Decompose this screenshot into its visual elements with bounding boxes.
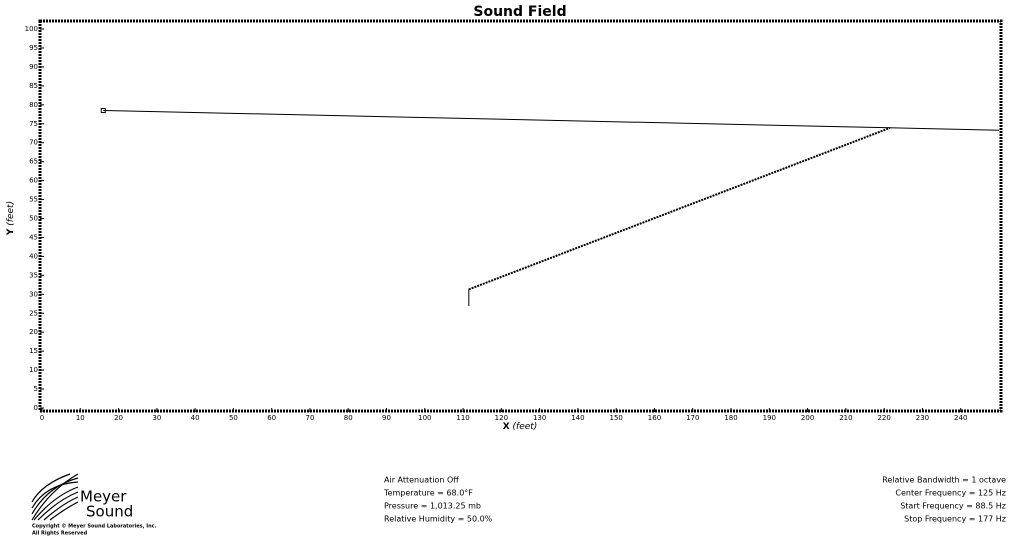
x-tick-label: 240	[954, 414, 967, 422]
y-tick-label: 10	[29, 366, 38, 374]
y-tick-label: 80	[29, 101, 38, 109]
y-tick-label: 45	[29, 233, 38, 241]
y-tick-label: 75	[29, 120, 38, 128]
y-tick-label: 90	[29, 63, 38, 71]
x-tick-label: 130	[533, 414, 546, 422]
x-unit: (feet)	[513, 422, 538, 432]
condition: Relative Humidity = 50.0%	[384, 515, 493, 524]
x-tick-label: 180	[724, 414, 737, 422]
chart-title: Sound Field	[473, 4, 566, 20]
y-tick-label: 70	[29, 139, 38, 147]
frequency: Stop Frequency = 177 Hz	[904, 515, 1006, 524]
x-tick-label: 0	[40, 414, 44, 422]
x-tick-label: 220	[877, 414, 890, 422]
y-tick-label: 40	[29, 252, 38, 260]
condition: Pressure = 1,013.25 mb	[384, 502, 481, 511]
condition: Air Attenuation Off	[384, 476, 459, 485]
x-tick-label: 80	[344, 414, 353, 422]
x-tick-label: 90	[382, 414, 391, 422]
logo	[31, 473, 79, 521]
y-tick-label: 20	[29, 328, 38, 336]
frequency: Relative Bandwidth = 1 octave	[882, 476, 1006, 485]
rights: All Rights Reserved	[32, 531, 88, 537]
x-tick-label: 30	[152, 414, 161, 422]
x-tick-label: 40	[191, 414, 200, 422]
x-tick-label: 160	[648, 414, 661, 422]
x-tick-label: 170	[686, 414, 699, 422]
y-tick-label: 35	[29, 271, 38, 279]
y-axis-label: Y (feet)	[6, 201, 16, 236]
copyright: Copyright © Meyer Sound Laboratories, In…	[32, 524, 157, 530]
y-tick-label: 0	[34, 404, 38, 412]
source-marker	[100, 107, 106, 113]
y-tick-label: 15	[29, 347, 38, 355]
x-tick-label: 230	[916, 414, 929, 422]
y-tick-label: 30	[29, 290, 38, 298]
y-tick-label: 60	[29, 177, 38, 185]
y-tick-label: 95	[29, 44, 38, 52]
y-tick-label: 65	[29, 158, 38, 166]
y-unit: (feet)	[6, 201, 16, 226]
frequency: Center Frequency = 125 Hz	[895, 489, 1006, 498]
x-tick-label: 210	[839, 414, 852, 422]
x-tick-label: 100	[418, 414, 431, 422]
y-tick-label: 5	[34, 385, 38, 393]
x-tick-label: 70	[305, 414, 314, 422]
x-tick-label: 200	[801, 414, 814, 422]
x-tick-label: 110	[456, 414, 469, 422]
x-tick-label: 10	[76, 414, 85, 422]
y-label: Y	[6, 228, 16, 236]
condition: Temperature = 68.0°F	[383, 489, 473, 498]
x-label: X	[503, 422, 510, 432]
y-tick-label: 50	[29, 215, 38, 223]
x-tick-label: 140	[571, 414, 584, 422]
x-tick-label: 20	[114, 414, 123, 422]
logo-line2: Sound	[86, 503, 133, 521]
sound-line	[103, 109, 1000, 131]
x-tick-label: 190	[763, 414, 776, 422]
x-tick-label: 60	[267, 414, 276, 422]
y-tick-label: 85	[29, 82, 38, 90]
x-axis-label: X (feet)	[503, 422, 538, 432]
y-tick-label: 25	[29, 309, 38, 317]
frequency: Start Frequency = 88.5 Hz	[900, 502, 1006, 511]
x-tick-label: 120	[495, 414, 508, 422]
logo-line1: Meyer	[80, 488, 127, 506]
x-tick-label: 50	[229, 414, 238, 422]
sound-line	[468, 126, 891, 291]
y-tick-label: 55	[29, 196, 38, 204]
y-tick-label: 100	[25, 25, 38, 33]
plot-frame	[38, 19, 1003, 413]
x-tick-label: 150	[610, 414, 623, 422]
